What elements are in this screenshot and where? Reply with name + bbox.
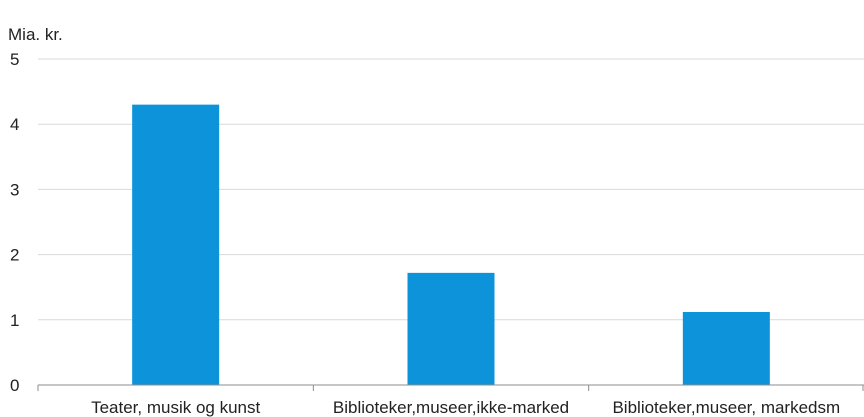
y-tick-label: 5 (10, 50, 19, 69)
x-tick-label: Biblioteker,museer, markedsm (612, 398, 840, 417)
y-tick-labels: 0 1 2 3 4 5 (10, 50, 19, 395)
y-tick-label: 2 (10, 246, 19, 265)
bar (407, 272, 495, 385)
x-tick-label: Teater, musik og kunst (91, 398, 260, 417)
y-tick-label: 4 (10, 115, 19, 134)
x-tick-label: Biblioteker,museer,ikke-marked (333, 398, 569, 417)
x-axis (37, 384, 864, 391)
bars (132, 104, 770, 385)
y-tick-label: 0 (10, 376, 19, 395)
x-tick-labels: Teater, musik og kunst Biblioteker,museer… (91, 398, 840, 417)
y-tick-label: 1 (10, 311, 19, 330)
bar (682, 311, 770, 385)
bar (132, 104, 220, 385)
y-tick-label: 3 (10, 180, 19, 199)
y-unit-label: Mia. kr. (8, 25, 63, 44)
